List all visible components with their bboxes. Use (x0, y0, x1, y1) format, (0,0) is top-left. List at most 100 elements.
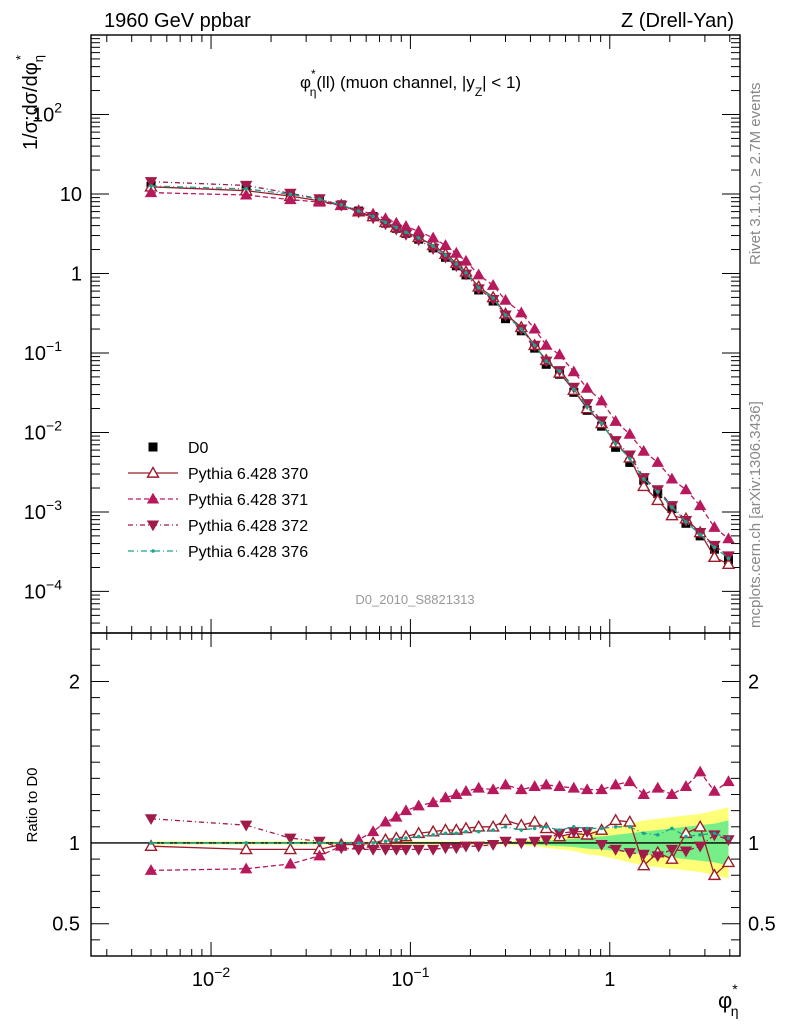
main-y-tick-label: 1 (71, 263, 82, 285)
ratio-point (383, 839, 388, 844)
ratio-point (412, 799, 425, 811)
ratio-point (284, 833, 297, 845)
mc-point (721, 557, 736, 570)
ratio-point (366, 844, 380, 856)
ratio-point (693, 819, 707, 832)
ratio-point (532, 826, 537, 831)
mc-point (491, 296, 495, 300)
ratio-point (707, 868, 722, 881)
ratio-series-pythia-6-428-372 (144, 814, 735, 863)
ratio-point (144, 864, 158, 875)
ratio-point (519, 828, 524, 832)
mc-point (567, 365, 580, 377)
mc-point (144, 177, 158, 188)
mc-point (399, 229, 413, 241)
ratio-panel: 0.5 0.51 12 210−2 10−1 1 (52, 632, 776, 991)
ratio-point (665, 852, 679, 864)
mc-point (244, 187, 248, 191)
mc-point (595, 416, 608, 428)
mc-point (459, 254, 473, 266)
main-y-tick-label-base: 10 (24, 502, 46, 524)
mc-point (317, 197, 322, 201)
rivet-version-label: Rivet 3.1.10, ≥ 2.7M events (747, 83, 764, 266)
legend-item: Pythia 6.428 376 (128, 544, 308, 561)
mc-point (352, 207, 365, 219)
ratio-point (623, 775, 636, 787)
ratio-point (439, 843, 452, 855)
ratio-point (399, 844, 413, 856)
ratio-point (399, 804, 413, 816)
ratio-point (471, 819, 486, 832)
mc-point (623, 450, 636, 462)
ratio-point (288, 841, 293, 845)
mc-point (459, 269, 473, 281)
ratio-point (459, 784, 473, 796)
ratio-point (450, 843, 463, 855)
ratio-point (571, 825, 576, 829)
title-z: Z (475, 85, 482, 99)
title-sup: * (311, 67, 316, 81)
mc-point (149, 184, 153, 188)
ratio-point (627, 825, 632, 829)
mc-point (698, 532, 702, 537)
title-sub: η (310, 85, 317, 99)
ratio-point (239, 862, 253, 874)
mc-point (499, 293, 512, 305)
ratio-point (665, 788, 679, 800)
mc-point (454, 262, 459, 266)
ratio-point (366, 825, 380, 837)
mc-point (557, 369, 562, 373)
x-tick-label-base: 10 (391, 969, 413, 991)
ratio-point (585, 826, 589, 831)
title-rest: (ll) (muon channel, |y (316, 73, 475, 92)
ratio-series-pythia-6-428-376 (149, 825, 731, 845)
legend-marker (146, 466, 160, 478)
mc-point (722, 551, 735, 563)
mc-point (404, 230, 408, 235)
ratio-point (390, 844, 403, 856)
mc-point (670, 505, 674, 509)
ratio-point (371, 841, 375, 845)
ratio-point (317, 841, 322, 845)
mc-point (371, 214, 375, 219)
mc-point (439, 252, 452, 264)
ratio-point (651, 851, 664, 863)
ratio-y-tick-label: 0.5 (52, 914, 80, 936)
legend-item: D0 (148, 440, 209, 457)
main-y-tick-label-exp: −2 (46, 417, 62, 433)
ratio-point (726, 836, 731, 840)
ratio-point (515, 783, 528, 795)
analysis-label: D0_2010_S8821313 (355, 592, 474, 607)
mcplots-label: mcplots.cern.ch [arXiv:1306.3436] (747, 401, 764, 628)
series-pythia-6-428-370 (144, 179, 736, 570)
y-axis-label-main-sup: * (13, 55, 28, 60)
main-y-tick-label: 10−2 (24, 417, 62, 444)
y-axis-label-main: 1/σ;dσ/dφη* (13, 55, 46, 150)
ratio-point (527, 815, 542, 827)
mc-point (708, 521, 721, 532)
ratio-point (352, 844, 365, 856)
ratio-point (557, 828, 562, 832)
mc-point (585, 405, 589, 409)
ratio-point (476, 829, 481, 834)
x-tick-label-base: 10 (192, 969, 214, 991)
legend-label: D0 (188, 440, 209, 457)
ratio-point (454, 831, 459, 836)
mc-point (528, 322, 541, 334)
mc-point (712, 545, 717, 550)
ratio-point (239, 820, 253, 832)
x-tick-label-exp: −2 (214, 964, 230, 980)
mc-point (288, 192, 293, 197)
ratio-y-tick-label-right: 1 (748, 833, 759, 855)
ratio-point (339, 841, 344, 845)
ratio-point (595, 783, 608, 795)
x-tick-label: 10−1 (391, 964, 429, 991)
series-line (150, 191, 729, 540)
mc-point (571, 387, 576, 392)
main-y-tick-label-exp: 2 (54, 99, 62, 115)
ratio-point (655, 833, 660, 837)
x-tick-label-exp: −1 (414, 964, 430, 980)
mc-point (553, 348, 566, 360)
